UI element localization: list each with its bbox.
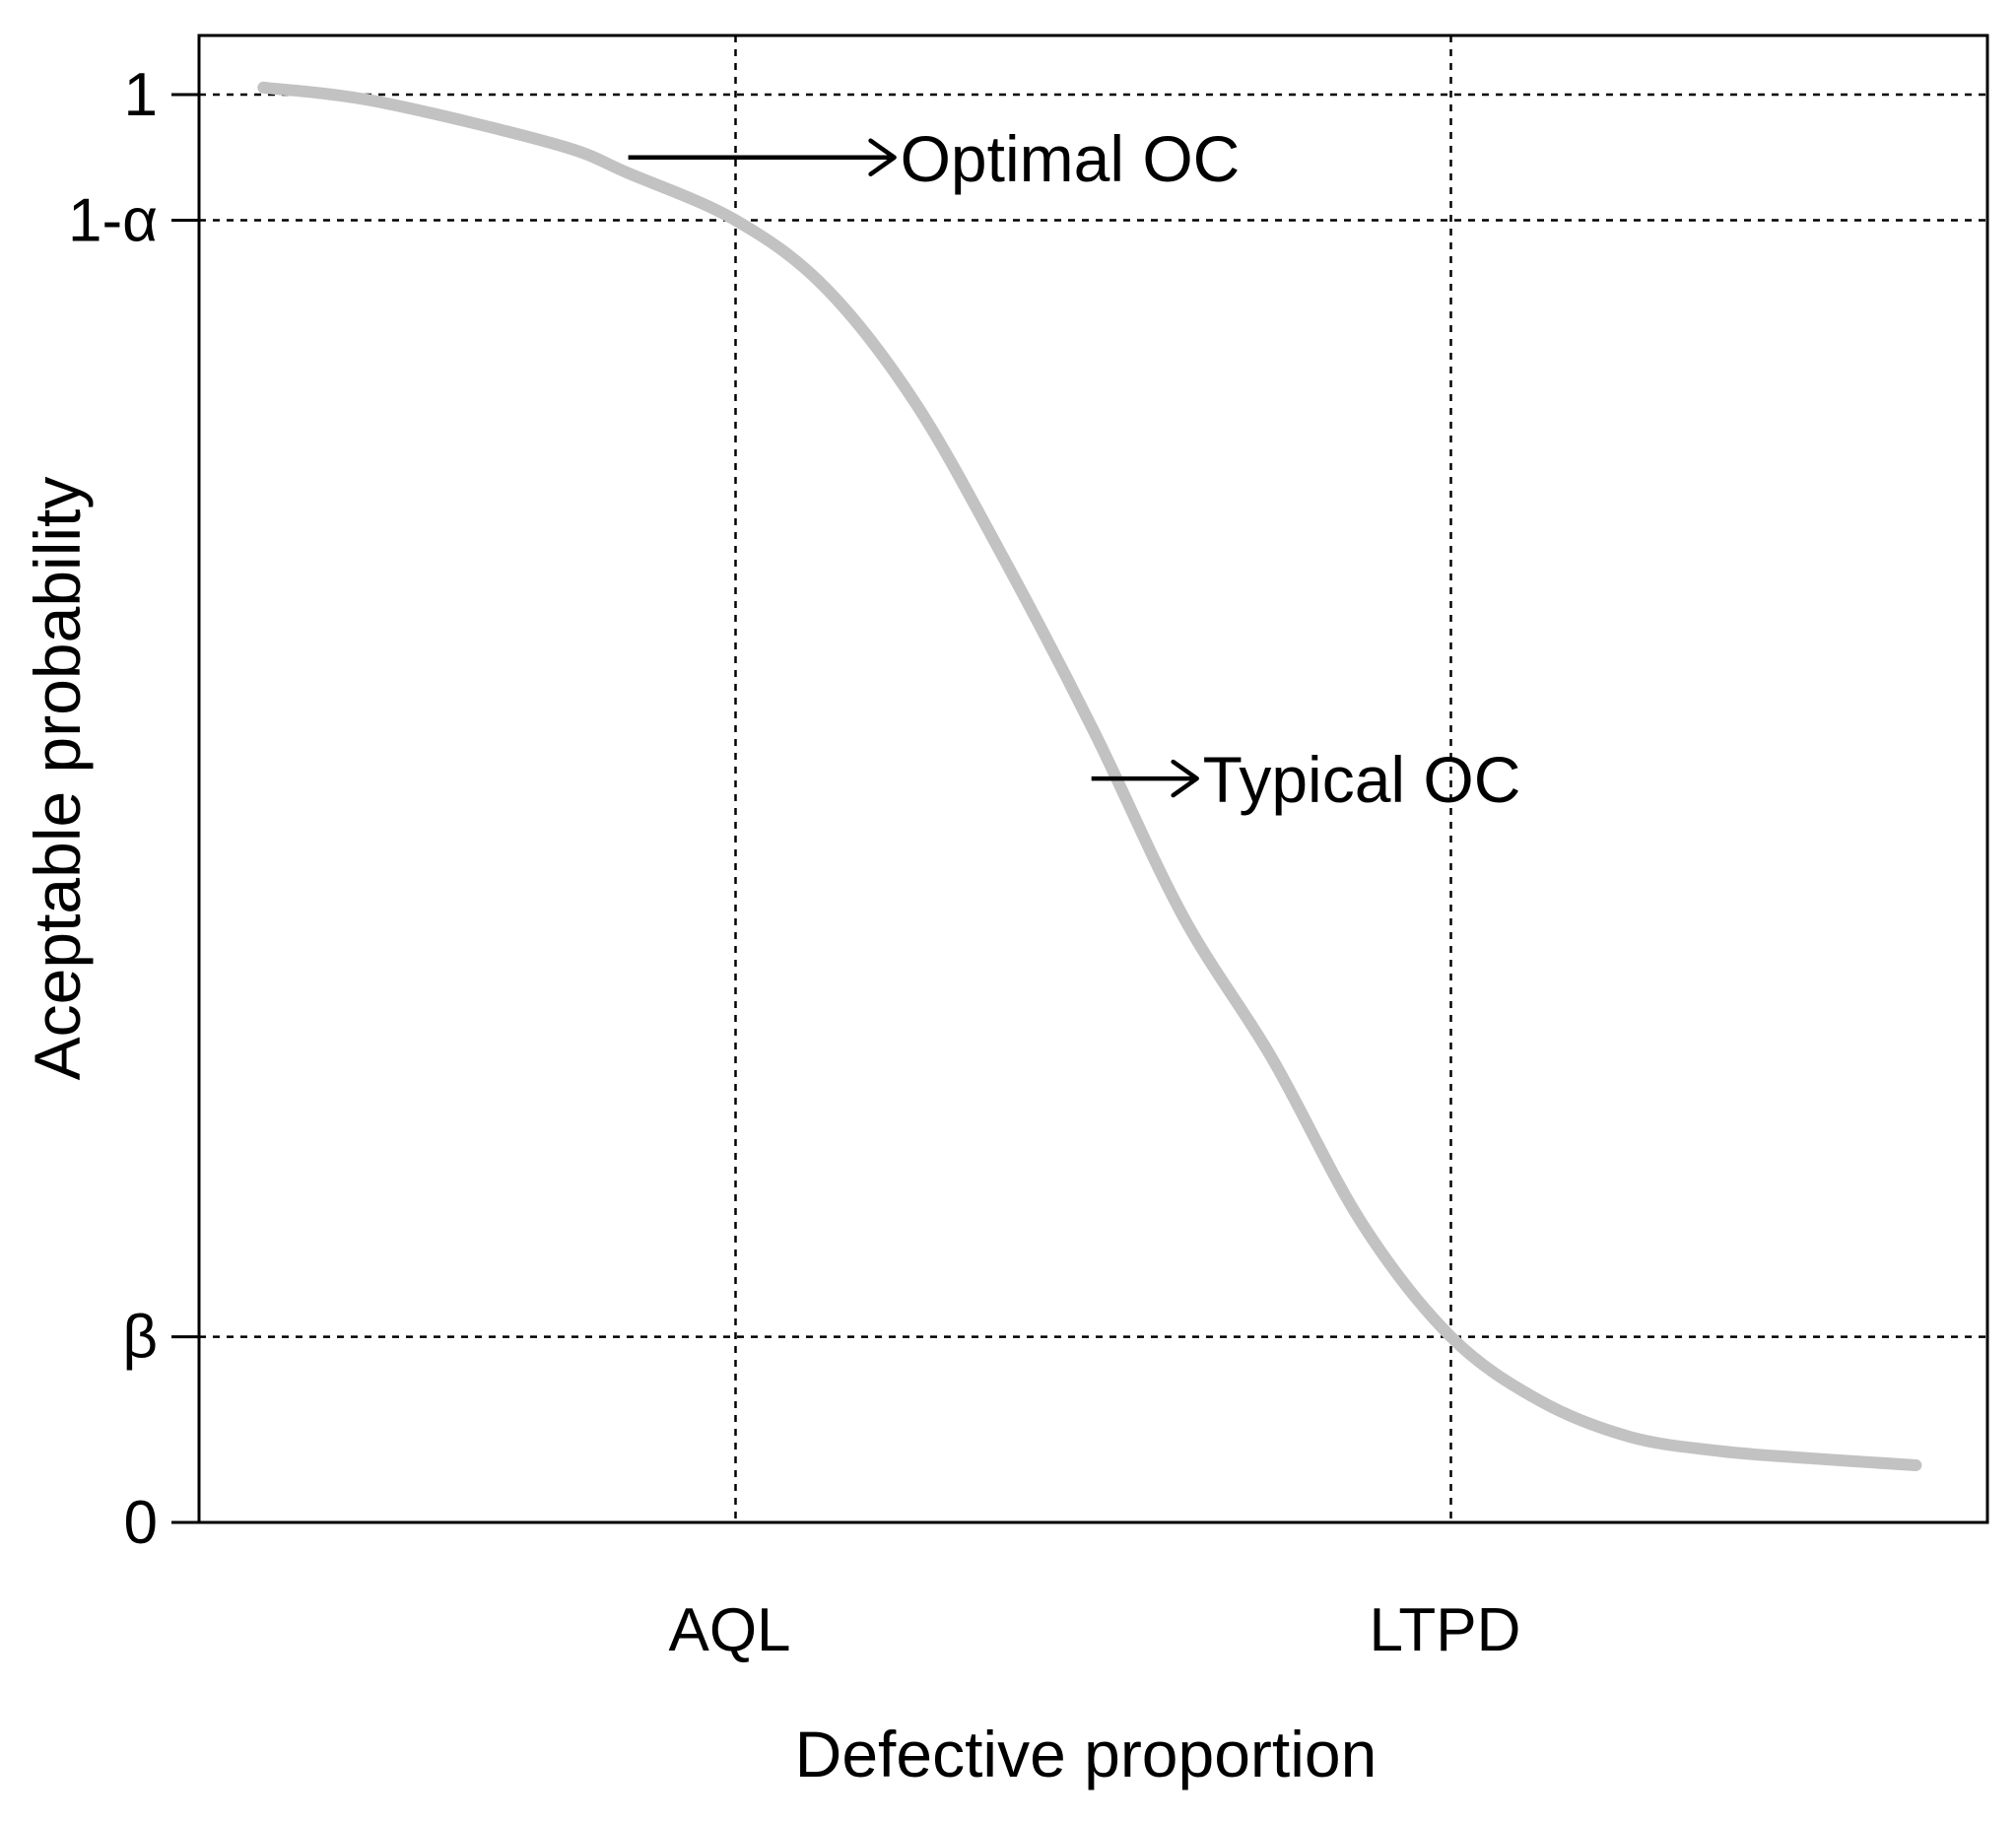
- y-tick-label-1: β: [122, 1304, 158, 1372]
- annotation-label-0: Optimal OC: [901, 122, 1241, 195]
- x-tick-label-0: AQL: [668, 1596, 790, 1664]
- oc-curve-line: [257, 81, 1922, 1471]
- annotation-label-1: Typical OC: [1203, 743, 1521, 816]
- x-axis-title: Defective proportion: [795, 1718, 1378, 1790]
- plot-frame: [197, 34, 1989, 1524]
- annotation-arrowhead-1: [1171, 759, 1199, 798]
- y-tick-label-2: 1-α: [68, 187, 158, 255]
- y-tick-label-0: 0: [124, 1489, 158, 1557]
- annotation-arrowhead-0: [868, 138, 897, 177]
- axis-ticks: 0 β 1-α 1 AQL LTPD: [68, 61, 1520, 1664]
- reference-lines: [199, 35, 1987, 1522]
- annotations: Optimal OC Typical OC: [628, 122, 1521, 816]
- y-axis-title: Aceptable probability: [21, 477, 94, 1081]
- y-tick-label-3: 1: [124, 61, 158, 129]
- x-tick-label-1: LTPD: [1370, 1596, 1521, 1664]
